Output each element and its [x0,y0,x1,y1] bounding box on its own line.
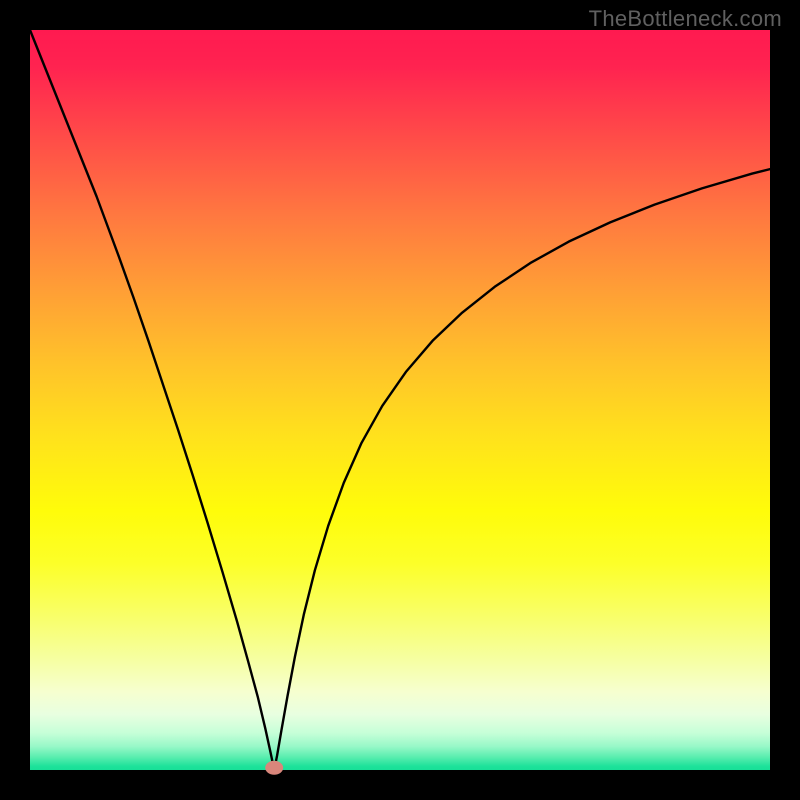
chart-gradient-background [30,30,770,770]
bottleneck-chart-container: TheBottleneck.com [0,0,800,800]
optimal-point-marker [265,761,283,775]
bottleneck-curve-chart [0,0,800,800]
watermark-text: TheBottleneck.com [589,6,782,32]
